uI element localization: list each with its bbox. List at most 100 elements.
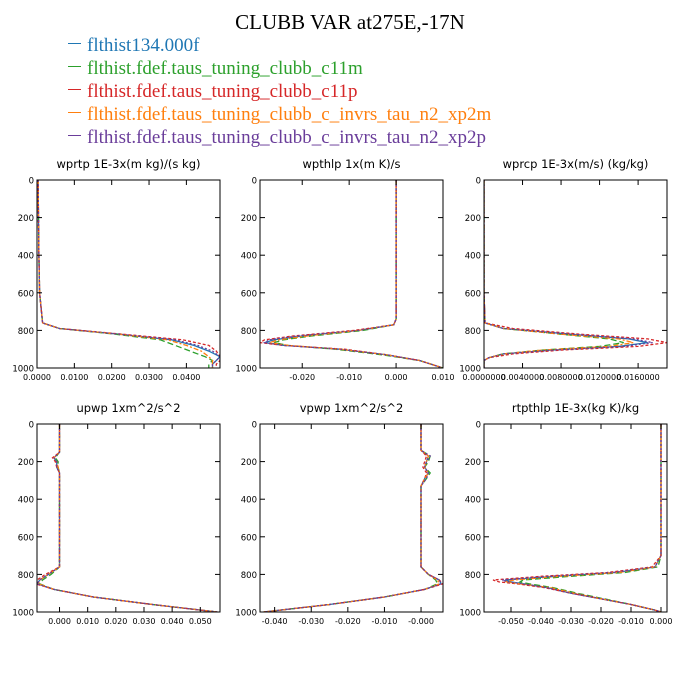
series-line xyxy=(260,180,443,368)
figure-title: CLUBB VAR at275E,-17N xyxy=(235,10,465,34)
y-tick-label: 1000 xyxy=(459,365,481,375)
series-line xyxy=(37,180,214,368)
series-line xyxy=(269,180,443,368)
x-tick-label: -0.030 xyxy=(558,617,584,626)
series-group xyxy=(263,424,443,612)
series-line xyxy=(38,424,218,612)
y-tick-label: 0 xyxy=(29,421,34,431)
x-tick-label: -0.020 xyxy=(588,617,614,626)
y-tick-label: 800 xyxy=(241,571,257,581)
y-tick-label: 200 xyxy=(18,458,34,468)
legend-label: flthist.fdef.taus_tuning_clubb_c_invrs_t… xyxy=(87,104,492,125)
profile-panel: wpthlp 1x(m K)/s 0 200 400 600 800 1000 -0.020 -… xyxy=(235,157,454,382)
legend-entry: flthist.fdef.taus_tuning_clubb_c_invrs_t… xyxy=(68,128,491,151)
panel-title: upwp 1xm^2/s^2 xyxy=(76,401,180,415)
x-tick-label: -0.010 xyxy=(336,373,362,382)
x-tick-label: 0.0160000 xyxy=(616,373,659,382)
y-tick-label: 800 xyxy=(465,327,481,337)
y-tick-label: 400 xyxy=(465,252,481,262)
series-line xyxy=(501,424,662,612)
plot-frame xyxy=(483,423,668,613)
profile-panel: vpwp 1xm^2/s^2 0 200 400 600 800 1000 -0.040 -0.… xyxy=(235,401,444,626)
x-tick-label: 0.0200 xyxy=(98,373,126,382)
y-tick-label: 0 xyxy=(476,421,481,431)
panel-title: wpthlp 1x(m K)/s xyxy=(302,157,400,171)
series-line xyxy=(37,180,220,368)
x-tick-label: 0.0000 xyxy=(23,373,51,382)
legend-label: flthist.fdef.taus_tuning_clubb_c_invrs_t… xyxy=(87,127,486,148)
legend: flthist134.000f flthist.fdef.taus_tuning… xyxy=(68,36,491,151)
y-tick-label: 600 xyxy=(241,533,257,543)
series-line xyxy=(37,424,218,612)
series-line xyxy=(37,424,218,612)
series-group xyxy=(492,424,662,612)
x-tick-label: 0.000 xyxy=(48,617,71,626)
series-group xyxy=(484,180,667,368)
x-tick-label: 0.000 xyxy=(650,617,673,626)
series-line xyxy=(37,180,214,368)
legend-swatch xyxy=(68,66,81,68)
y-tick-label: 400 xyxy=(18,252,34,262)
x-tick-label: -0.020 xyxy=(289,373,315,382)
x-tick-label: -0.010 xyxy=(372,617,398,626)
legend-entry: flthist134.000f xyxy=(68,36,491,59)
y-tick-label: 800 xyxy=(241,327,257,337)
y-tick-label: 400 xyxy=(18,496,34,506)
x-tick-label: -0.010 xyxy=(618,617,644,626)
plot-frame xyxy=(259,423,444,613)
y-tick-label: 800 xyxy=(465,571,481,581)
legend-label: flthist.fdef.taus_tuning_clubb_c11p xyxy=(87,81,358,102)
series-line xyxy=(264,180,443,368)
y-tick-label: 400 xyxy=(241,496,257,506)
y-tick-label: 1000 xyxy=(12,365,34,375)
y-tick-label: 0 xyxy=(252,177,257,187)
y-tick-label: 0 xyxy=(29,177,34,187)
series-line xyxy=(518,424,662,612)
panel-title: wprcp 1E-3x(m/s) (kg/kg) xyxy=(503,157,649,171)
y-tick-label: 0 xyxy=(252,421,257,431)
y-tick-label: 600 xyxy=(465,533,481,543)
x-tick-label: -0.040 xyxy=(528,617,554,626)
panel-title: vpwp 1xm^2/s^2 xyxy=(300,401,404,415)
x-tick-label: -0.000 xyxy=(408,617,434,626)
x-tick-label: 0.0300 xyxy=(135,373,163,382)
x-tick-label: 0.0000000 xyxy=(462,373,505,382)
series-line xyxy=(37,180,220,368)
plot-frame xyxy=(36,423,221,613)
y-tick-label: 1000 xyxy=(235,609,257,619)
y-tick-label: 0 xyxy=(476,177,481,187)
y-tick-label: 1000 xyxy=(12,609,34,619)
x-tick-label: -0.030 xyxy=(298,617,324,626)
legend-swatch xyxy=(68,135,81,137)
x-tick-label: 0.010 xyxy=(432,373,455,382)
x-tick-label: 0.050 xyxy=(189,617,212,626)
legend-swatch xyxy=(68,112,81,114)
legend-entry: flthist.fdef.taus_tuning_clubb_c_invrs_t… xyxy=(68,105,491,128)
y-tick-label: 400 xyxy=(241,252,257,262)
series-line xyxy=(263,424,443,612)
y-tick-label: 600 xyxy=(465,289,481,299)
series-group xyxy=(37,180,220,368)
y-tick-label: 400 xyxy=(465,496,481,506)
x-tick-label: 0.040 xyxy=(161,617,184,626)
y-tick-label: 600 xyxy=(241,289,257,299)
y-tick-label: 200 xyxy=(465,214,481,224)
y-tick-label: 800 xyxy=(18,571,34,581)
series-line xyxy=(484,180,667,368)
y-tick-label: 600 xyxy=(18,533,34,543)
x-tick-label: 0.030 xyxy=(133,617,156,626)
legend-swatch xyxy=(68,89,81,91)
legend-label: flthist.fdef.taus_tuning_clubb_c11m xyxy=(87,58,363,79)
panel-title: wprtp 1E-3x(m kg)/(s kg) xyxy=(57,157,201,171)
legend-swatch xyxy=(68,43,81,45)
profile-panel: upwp 1xm^2/s^2 0 200 400 600 800 1000 0.000 0.01… xyxy=(12,401,221,626)
series-group xyxy=(260,180,443,368)
series-line xyxy=(273,180,443,368)
profile-panel: wprcp 1E-3x(m/s) (kg/kg) 0 200 400 600 800 100… xyxy=(459,157,668,382)
y-tick-label: 1000 xyxy=(459,609,481,619)
series-line xyxy=(37,180,220,368)
series-line xyxy=(263,424,443,612)
y-tick-label: 1000 xyxy=(235,365,257,375)
series-line xyxy=(263,424,441,612)
